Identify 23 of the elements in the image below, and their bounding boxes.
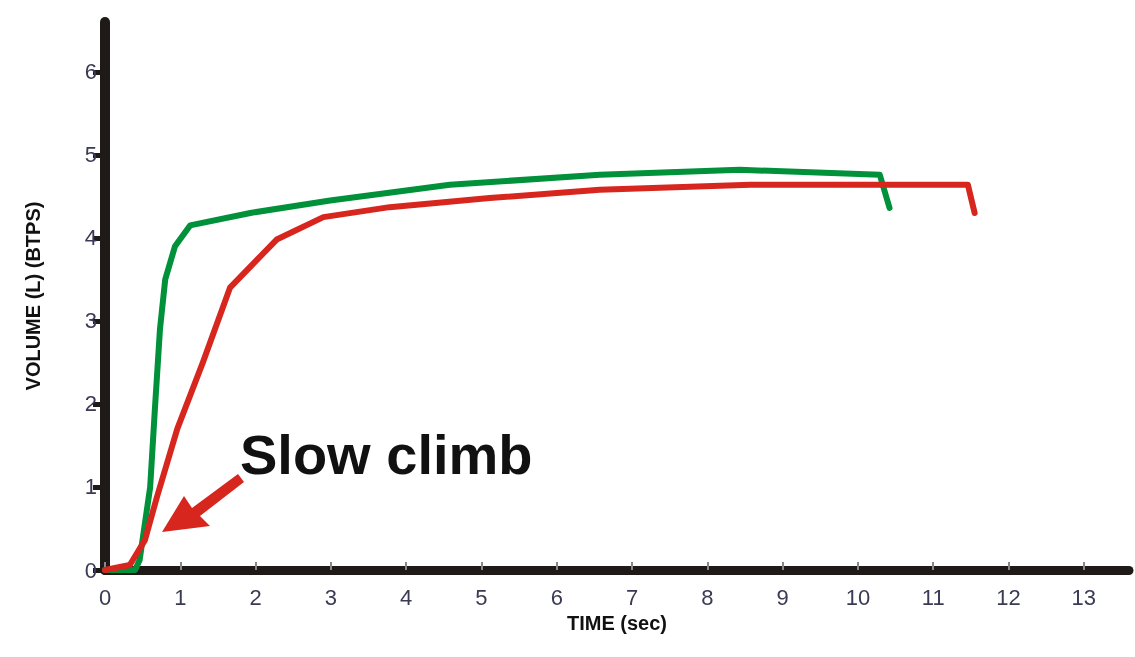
x-tick-label: 7 — [625, 584, 639, 610]
x-tick-label: 10 — [845, 584, 871, 610]
y-tick-label: 5 — [84, 142, 97, 168]
y-tick-label: 0 — [84, 557, 97, 583]
x-tick-label: 1 — [174, 584, 187, 610]
x-tick-label: 12 — [996, 584, 1021, 610]
x-tick-label: 4 — [400, 584, 413, 610]
y-tick-label: 2 — [84, 391, 97, 417]
annotation: Slow climb — [240, 422, 533, 487]
x-tick-label: 13 — [1071, 584, 1097, 610]
y-tick-label: 1 — [84, 474, 97, 500]
x-tick-label: 5 — [475, 584, 488, 610]
x-tick-label: 3 — [324, 584, 338, 610]
y-tick-label: 3 — [84, 308, 97, 334]
x-tick-label: 11 — [921, 584, 945, 610]
y-tick-label: 6 — [84, 59, 97, 85]
y-axis-title: VOLUME (L) (BTPS) — [22, 201, 44, 391]
x-axis-title: TIME (sec) — [566, 611, 668, 634]
x-tick-label: 2 — [249, 584, 262, 610]
x-tick-label: 6 — [550, 584, 563, 610]
y-tick-label: 4 — [84, 225, 97, 251]
x-tick-label: 9 — [776, 584, 789, 610]
x-tick-label: 8 — [701, 584, 714, 610]
